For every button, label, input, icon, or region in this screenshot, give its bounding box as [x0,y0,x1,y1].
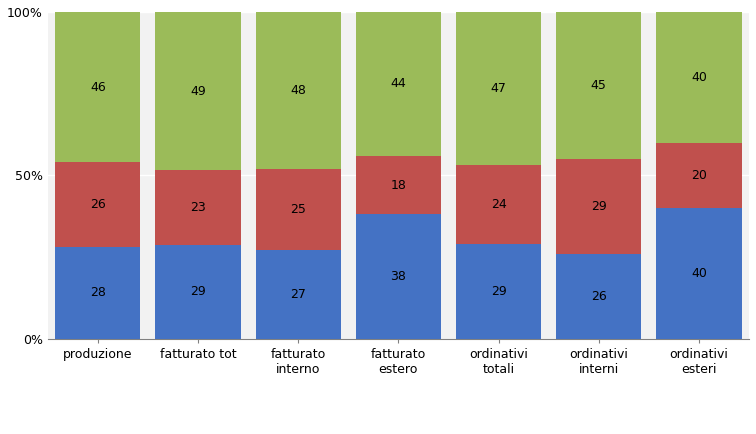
Bar [356,214,441,339]
Text: 45: 45 [591,79,607,92]
Text: 40: 40 [691,267,707,279]
Text: 38: 38 [390,270,406,283]
Bar [256,250,341,339]
Bar [556,159,641,253]
Bar [55,162,141,247]
Bar [456,244,541,339]
Bar [556,253,641,339]
Text: 26: 26 [591,289,606,302]
Text: 20: 20 [691,169,707,182]
Bar [456,12,541,165]
Text: 26: 26 [90,198,106,211]
Text: 48: 48 [290,84,306,97]
Text: 40: 40 [691,71,707,84]
Bar [656,12,742,143]
Text: 49: 49 [190,85,206,98]
Text: 47: 47 [491,82,507,95]
Bar [356,156,441,214]
Bar [256,12,341,169]
Text: 24: 24 [491,198,507,211]
Bar [656,143,742,208]
Bar [156,12,240,171]
Text: 29: 29 [591,200,606,213]
Text: 18: 18 [390,178,406,191]
Text: 25: 25 [290,203,306,216]
Bar [55,247,141,339]
Bar [55,12,141,162]
Text: 29: 29 [190,285,206,298]
Text: 29: 29 [491,285,507,298]
Bar [456,165,541,244]
Bar [656,208,742,339]
Bar [256,169,341,250]
Text: 44: 44 [391,77,406,90]
Bar [356,12,441,156]
Text: 27: 27 [290,288,306,301]
Text: 23: 23 [190,201,206,214]
Text: 46: 46 [90,81,106,94]
Bar [156,171,240,245]
Bar [156,245,240,339]
Bar [556,12,641,159]
Text: 28: 28 [90,286,106,299]
